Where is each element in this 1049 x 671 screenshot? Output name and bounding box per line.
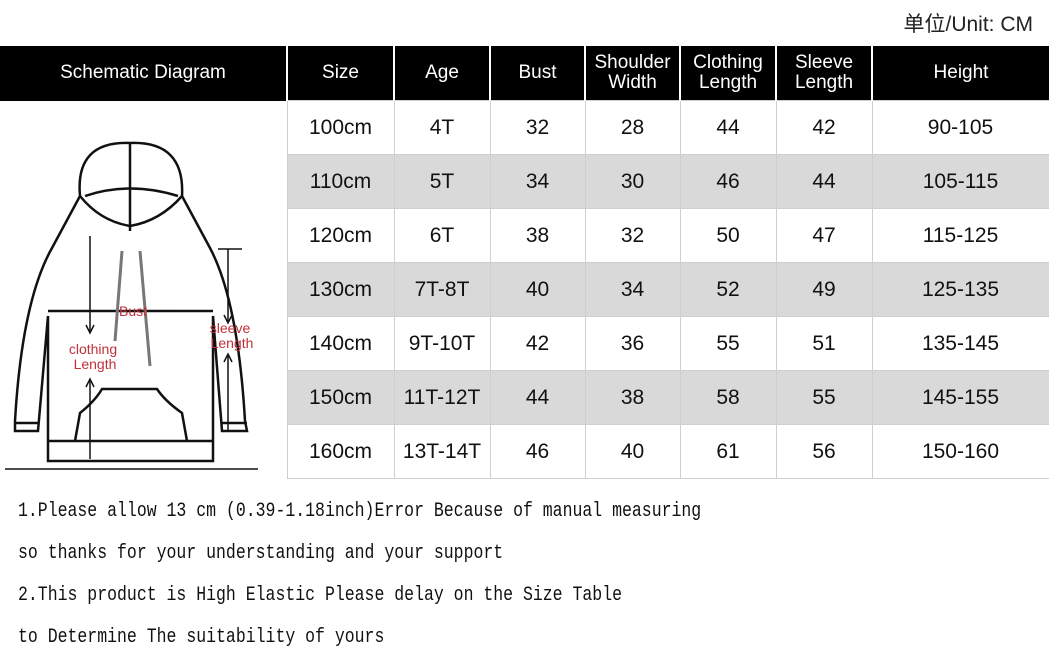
table-cell: 44: [775, 154, 873, 209]
table-cell: 49: [775, 262, 873, 317]
table-cell: 44: [489, 370, 586, 425]
table-cell: 130cm: [286, 262, 395, 317]
table-cell: 58: [679, 370, 777, 425]
table-cell: 42: [775, 100, 873, 155]
column-header: Bust: [489, 46, 585, 101]
table-cell: 120cm: [286, 208, 395, 263]
table-cell: 47: [775, 208, 873, 263]
table-row: 140cm 9T-10T 42 36 55 51 135-145: [0, 316, 1049, 371]
note-line: to Determine The suitability of yours: [18, 624, 385, 648]
table-row: 110cm 5T 34 30 46 44 105-115: [0, 154, 1049, 209]
table-cell: 160cm: [286, 424, 395, 479]
table-cell: 32: [584, 208, 681, 263]
table-cell: 28: [584, 100, 681, 155]
table-cell: 46: [489, 424, 586, 479]
table-row: 130cm 7T-8T 40 34 52 49 125-135: [0, 262, 1049, 317]
column-header: Size: [286, 46, 394, 101]
bust-label: Bust: [119, 303, 147, 319]
clothing-length-label: clothing Length: [69, 341, 117, 372]
table-cell: 115-125: [871, 208, 1049, 263]
table-cell: 7T-8T: [393, 262, 491, 317]
table-cell: 44: [679, 100, 777, 155]
table-cell: 145-155: [871, 370, 1049, 425]
table-cell: 55: [679, 316, 777, 371]
table-cell: 36: [584, 316, 681, 371]
column-header: Clothing Length: [679, 46, 776, 101]
notes: 1.Please allow 13 cm (0.39-1.18inch)Erro…: [18, 492, 701, 660]
column-header: Shoulder Width: [584, 46, 680, 101]
note-line: 2.This product is High Elastic Please de…: [18, 582, 622, 606]
column-header: Height: [871, 46, 1049, 101]
hoodie-diagram: Bust clothing Length sleeve Length: [5, 141, 258, 470]
table-cell: 34: [584, 262, 681, 317]
table-cell: 61: [679, 424, 777, 479]
table-cell: 6T: [393, 208, 491, 263]
table-cell: 40: [489, 262, 586, 317]
table-cell: 34: [489, 154, 586, 209]
sleeve-length-label: sleeve Length: [210, 320, 254, 351]
table-cell: 5T: [393, 154, 491, 209]
table-cell: 100cm: [286, 100, 395, 155]
table-cell: 56: [775, 424, 873, 479]
table-cell: 52: [679, 262, 777, 317]
unit-label: 单位/Unit: CM: [903, 13, 1033, 36]
table-cell: 46: [679, 154, 777, 209]
table-cell: 40: [584, 424, 681, 479]
column-header: Age: [393, 46, 490, 101]
note-line: 1.Please allow 13 cm (0.39-1.18inch)Erro…: [18, 498, 702, 522]
table-cell: 55: [775, 370, 873, 425]
table-cell: 135-145: [871, 316, 1049, 371]
table-cell: 110cm: [286, 154, 395, 209]
table-cell: 51: [775, 316, 873, 371]
table-cell: 9T-10T: [393, 316, 491, 371]
table-cell: 42: [489, 316, 586, 371]
table-cell: 38: [584, 370, 681, 425]
table-cell: 30: [584, 154, 681, 209]
table-cell: 150cm: [286, 370, 395, 425]
table-cell: 4T: [393, 100, 491, 155]
schematic-diagram-cell: Bust clothing Length sleeve Length: [0, 100, 288, 479]
table-cell: 38: [489, 208, 586, 263]
column-header: Schematic Diagram: [0, 46, 287, 101]
note-line: so thanks for your understanding and you…: [18, 540, 504, 564]
table-cell: 125-135: [871, 262, 1049, 317]
table-cell: 140cm: [286, 316, 395, 371]
table-cell: 150-160: [871, 424, 1049, 479]
table-row: 160cm 13T-14T 46 40 61 56 150-160: [0, 424, 1049, 479]
table-cell: 32: [489, 100, 586, 155]
table-cell: 90-105: [871, 100, 1049, 155]
table-cell: 13T-14T: [393, 424, 491, 479]
size-table: Schematic Diagram Size Age Bust Shoulder Wid…: [0, 46, 1049, 479]
table-cell: 50: [679, 208, 777, 263]
table-row: Bust clothing Length sleeve Length 100cm 4T…: [0, 100, 1049, 479]
column-header: Sleeve Length: [775, 46, 872, 101]
table-cell: 11T-12T: [393, 370, 491, 425]
table-cell: 105-115: [871, 154, 1049, 209]
